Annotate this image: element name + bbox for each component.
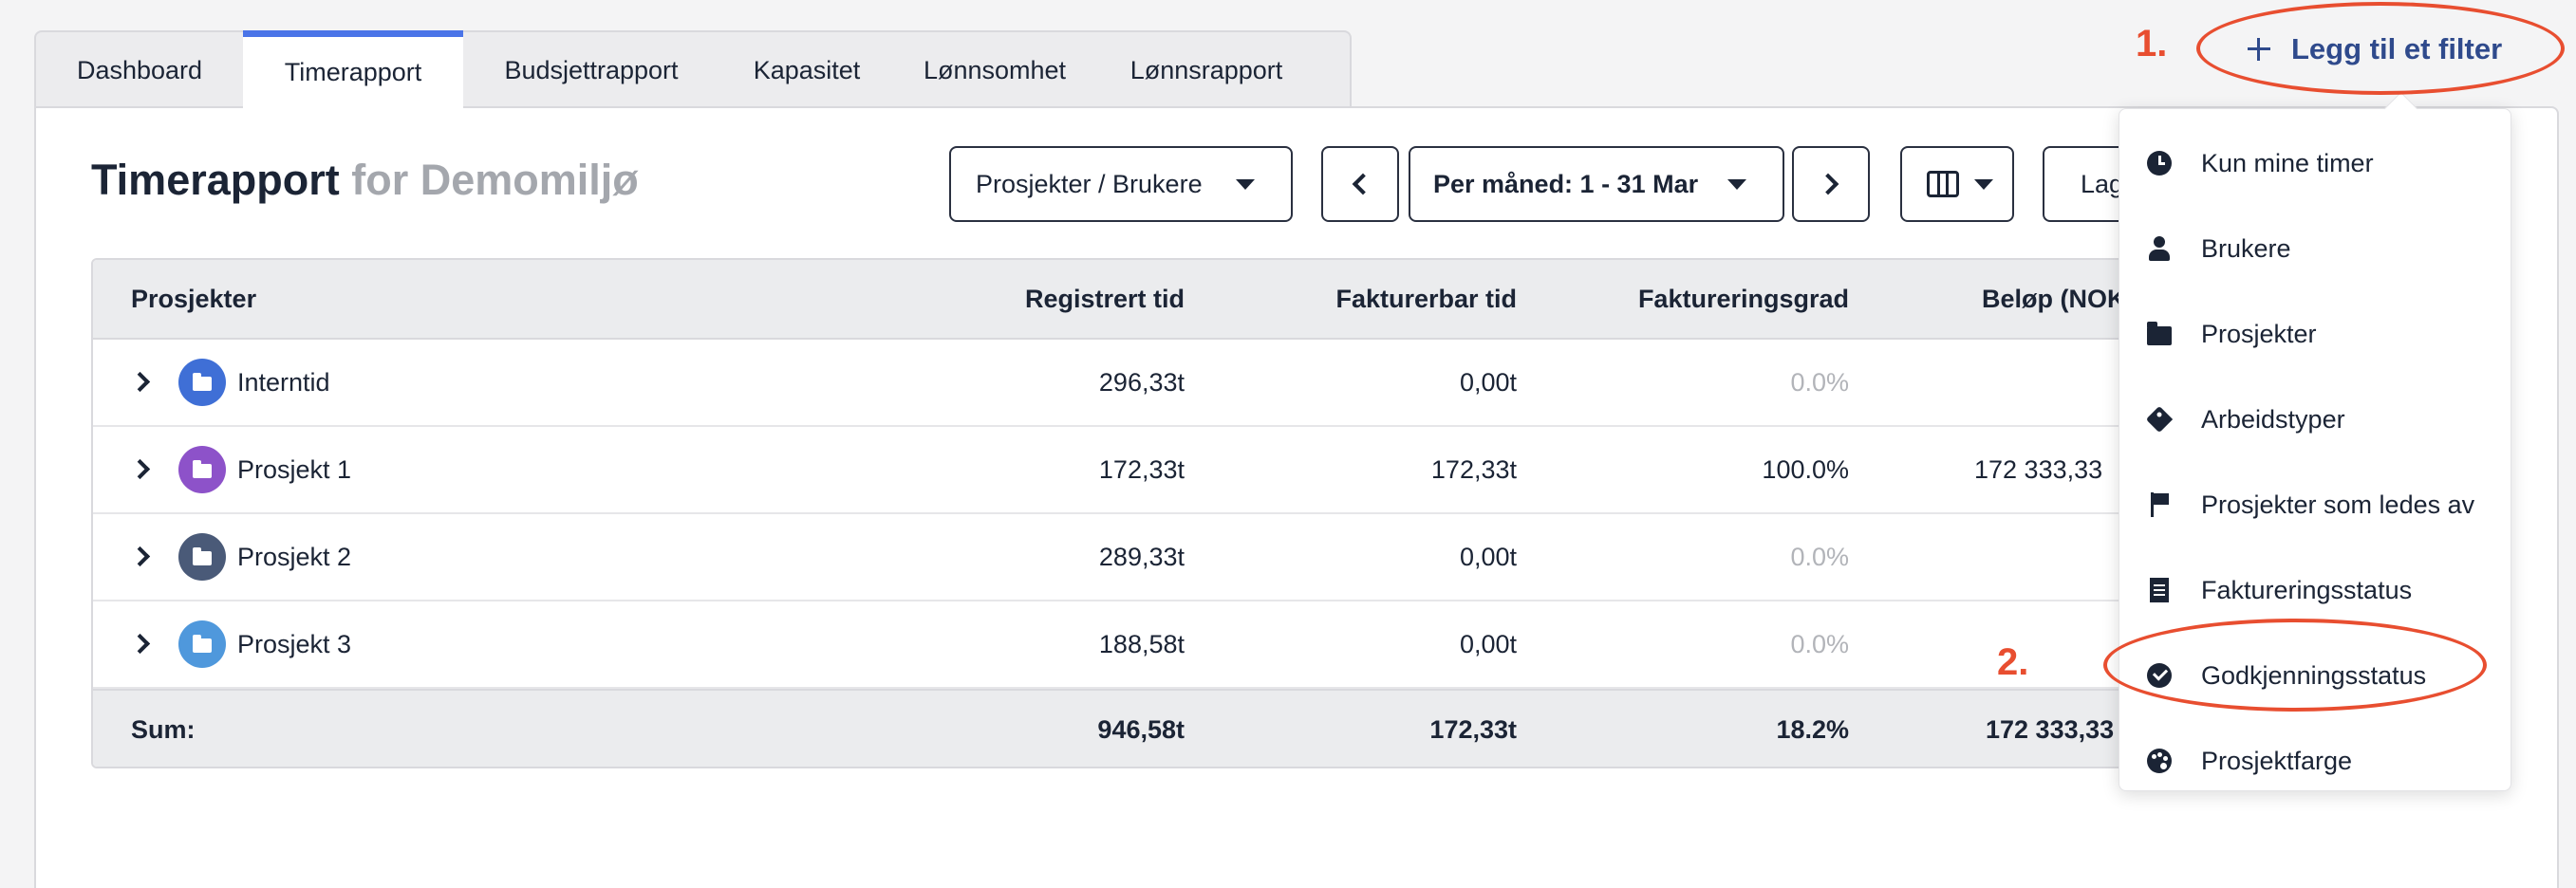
plus-icon	[2248, 38, 2270, 61]
registered-time: 172,33t	[1098, 454, 1185, 484]
header-registrert-tid[interactable]: Registrert tid	[1024, 284, 1185, 313]
table-row: Interntid 296,33t 0,00t 0.0% 0,00	[93, 340, 2168, 427]
columns-icon	[1927, 171, 1959, 197]
filter-option-godkjenningsstatus[interactable]: Godkjenningsstatus	[2119, 633, 2511, 718]
chevron-down-icon	[1236, 178, 1255, 190]
user-icon	[2146, 235, 2173, 262]
registered-time: 289,33t	[1098, 542, 1185, 571]
billing-rate: 100.0%	[1762, 454, 1849, 484]
chevron-down-icon	[1974, 178, 1993, 190]
billing-rate: 0.0%	[1790, 542, 1849, 571]
chevron-left-icon	[1352, 173, 1374, 195]
receipt-icon	[2146, 577, 2173, 603]
header-fakturerbar-tid[interactable]: Fakturerbar tid	[1335, 284, 1517, 313]
table-row: Prosjekt 2 289,33t 0,00t 0.0% 0,00	[93, 514, 2168, 601]
annotation-step-2: 2.	[1997, 641, 2029, 683]
filter-option-label: Arbeidstyper	[2201, 404, 2345, 434]
sum-amount: 172 333,33	[1986, 714, 2115, 744]
grouping-select[interactable]: Prosjekter / Brukere	[949, 146, 1293, 222]
chevron-right-icon[interactable]	[129, 458, 151, 480]
filter-option-label: Faktureringsstatus	[2201, 575, 2413, 604]
table-header: Prosjekter Registrert tid Fakturerbar ti…	[93, 260, 2168, 340]
header-faktureringsgrad[interactable]: Faktureringsgrad	[1637, 284, 1849, 313]
billing-rate: 0.0%	[1790, 367, 1849, 397]
chevron-right-icon[interactable]	[129, 546, 151, 567]
page-title-subtitle: for Demomiljø	[351, 156, 639, 204]
tab-timerapport[interactable]: Timerapport	[243, 30, 463, 108]
filter-option-prosjekter-som-ledes-av[interactable]: Prosjekter som ledes av	[2119, 462, 2511, 547]
filter-option-label: Brukere	[2201, 233, 2291, 263]
tab-lonnsomhet[interactable]: Lønnsomhet	[923, 55, 1067, 84]
clock-icon	[2146, 150, 2173, 176]
filter-option-label: Prosjektfarge	[2201, 746, 2353, 775]
filter-option-faktureringsstatus[interactable]: Faktureringsstatus	[2119, 547, 2511, 633]
filter-option-brukere[interactable]: Brukere	[2119, 206, 2511, 291]
header-prosjekter[interactable]: Prosjekter	[131, 284, 257, 313]
billable-time: 0,00t	[1459, 629, 1517, 658]
filter-option-arbeidstyper[interactable]: Arbeidstyper	[2119, 377, 2511, 462]
sum-label: Sum:	[131, 714, 196, 744]
filter-option-label: Prosjekter som ledes av	[2201, 490, 2475, 519]
chevron-right-icon[interactable]	[129, 371, 151, 393]
period-select[interactable]: Per måned: 1 - 31 Mar	[1409, 146, 1784, 222]
header-belop[interactable]: Beløp (NOK	[1982, 284, 2126, 313]
table-row: Prosjekt 1 172,33t 172,33t 100.0% 172 33…	[93, 427, 2168, 514]
palette-icon	[2146, 748, 2173, 774]
add-filter-button[interactable]: Legg til et filter	[2248, 21, 2551, 78]
project-name: Prosjekt 1	[237, 454, 352, 484]
filter-option-prosjektfarge[interactable]: Prosjektfarge	[2119, 718, 2511, 804]
add-filter-label: Legg til et filter	[2291, 32, 2503, 65]
filter-option-prosjekter[interactable]: Prosjekter	[2119, 291, 2511, 377]
sum-billing-rate: 18.2%	[1776, 714, 1849, 744]
tab-budsjettrapport[interactable]: Budsjettrapport	[504, 55, 679, 84]
report-tabs: Dashboard Timerapport Budsjettrapport Ka…	[34, 30, 1352, 108]
chevron-down-icon	[1727, 178, 1746, 190]
page-title-main: Timerapport	[91, 156, 340, 204]
project-name: Interntid	[237, 367, 330, 397]
flag-icon	[2146, 491, 2173, 518]
project-name: Prosjekt 2	[237, 542, 352, 571]
project-folder-icon	[178, 533, 226, 581]
chevron-right-icon[interactable]	[129, 633, 151, 655]
filter-option-kun-mine-timer[interactable]: Kun mine timer	[2119, 120, 2511, 206]
report-table: Prosjekter Registrert tid Fakturerbar ti…	[91, 258, 2170, 768]
billable-time: 0,00t	[1459, 542, 1517, 571]
tab-kapasitet[interactable]: Kapasitet	[753, 55, 861, 84]
billable-time: 0,00t	[1459, 367, 1517, 397]
columns-button[interactable]	[1900, 146, 2014, 222]
grouping-select-value: Prosjekter / Brukere	[976, 169, 1203, 198]
project-folder-icon	[178, 620, 226, 668]
filter-option-label: Prosjekter	[2201, 319, 2317, 348]
previous-period-button[interactable]	[1321, 146, 1399, 222]
tab-lonnsrapport[interactable]: Lønnsrapport	[1129, 55, 1283, 84]
next-period-button[interactable]	[1792, 146, 1870, 222]
project-folder-icon	[178, 446, 226, 493]
billing-rate: 0.0%	[1790, 629, 1849, 658]
table-row: Prosjekt 3 188,58t 0,00t 0.0% 0,00	[93, 601, 2168, 689]
registered-time: 296,33t	[1098, 367, 1185, 397]
annotation-step-1: 1.	[2136, 23, 2168, 65]
save-button-label: Lag	[2081, 169, 2124, 198]
folder-icon	[2146, 321, 2173, 347]
sum-billable-time: 172,33t	[1429, 714, 1517, 744]
filter-dropdown-menu: Kun mine timer Brukere Prosjekter Arbeid…	[2119, 108, 2511, 791]
check-circle-icon	[2146, 662, 2173, 689]
project-folder-icon	[178, 359, 226, 406]
project-name: Prosjekt 3	[237, 629, 352, 658]
period-select-value: Per måned: 1 - 31 Mar	[1433, 169, 1699, 198]
table-sum-row: Sum: 946,58t 172,33t 18.2% 172 333,33	[93, 689, 2168, 767]
filter-option-label: Kun mine timer	[2201, 148, 2374, 177]
page-title: Timerapport for Demomiljø	[91, 156, 639, 205]
sum-registered-time: 946,58t	[1097, 714, 1185, 744]
filter-option-label: Godkjenningsstatus	[2201, 660, 2427, 690]
tag-icon	[2145, 405, 2174, 434]
registered-time: 188,58t	[1098, 629, 1185, 658]
amount: 172 333,33	[1974, 454, 2103, 484]
billable-time: 172,33t	[1430, 454, 1517, 484]
chevron-right-icon	[1817, 173, 1839, 195]
tab-dashboard[interactable]: Dashboard	[76, 55, 203, 84]
